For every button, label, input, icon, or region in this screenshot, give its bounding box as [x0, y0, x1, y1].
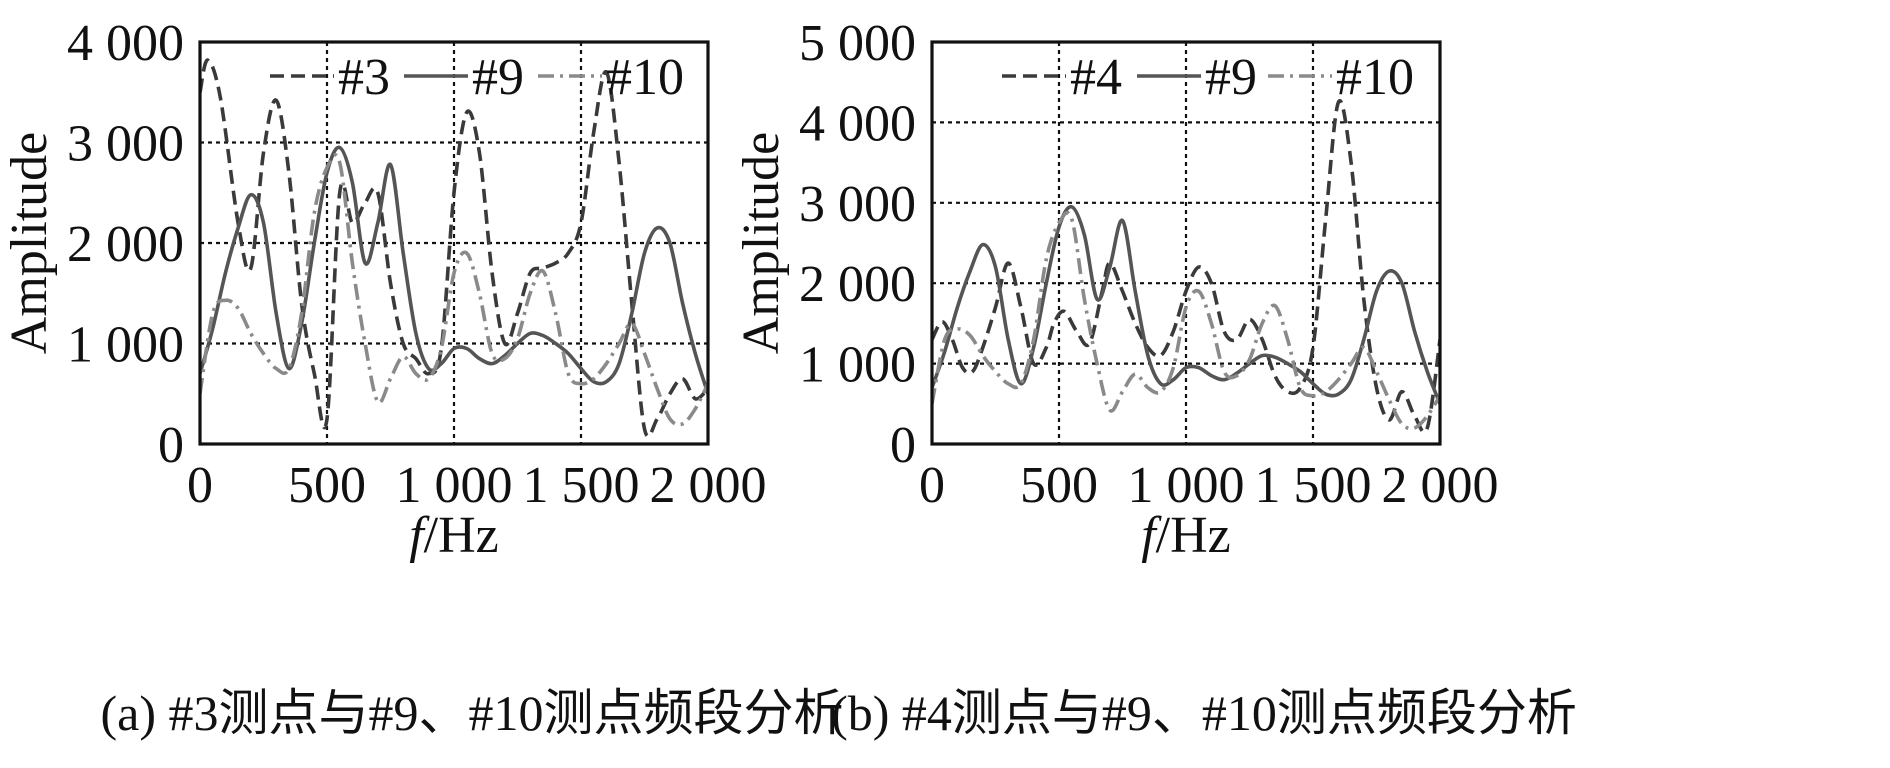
series-line-3 — [200, 58, 708, 439]
x-axis-label-unit: /Hz — [424, 507, 499, 564]
legend: #3 #9 #10 — [270, 49, 684, 106]
y-tick-label: 4 000 — [67, 15, 184, 72]
x-tick-label: 1 000 — [396, 457, 513, 514]
legend-label-10: #10 — [606, 49, 684, 106]
y-tick-label: 2 000 — [67, 216, 184, 273]
legend-label-9: #9 — [472, 49, 524, 106]
y-tick-label: 3 000 — [67, 116, 184, 173]
y-tick-label: 2 000 — [799, 256, 916, 313]
series-line-10 — [200, 153, 708, 427]
series-line-9 — [932, 204, 1440, 405]
gridlines — [200, 42, 708, 444]
y-axis-label: Amplitude — [1, 132, 58, 354]
y-tick-label: 1 000 — [799, 337, 916, 394]
legend-label-10: #10 — [1336, 49, 1414, 106]
series-line-9 — [200, 145, 708, 395]
y-tick-label: 0 — [890, 417, 916, 474]
y-axis-label: Amplitude — [733, 132, 790, 354]
figure-caption: (a) #3测点与#9、#10测点频段分析 — [101, 685, 844, 741]
x-tick-label: 500 — [288, 457, 366, 514]
legend-label-3: #3 — [338, 49, 390, 106]
y-tick-label: 5 000 — [799, 15, 916, 72]
plot-frame — [198, 40, 710, 446]
x-axis-label-unit: /Hz — [1156, 507, 1231, 564]
y-tick-label: 0 — [158, 417, 184, 474]
legend: #4 #9 #10 — [1002, 49, 1414, 106]
x-tick-label: 0 — [919, 457, 945, 514]
figure-caption: (b) #4测点与#9、#10测点频段分析 — [831, 685, 1577, 741]
series-group — [932, 99, 1440, 435]
gridlines — [932, 42, 1440, 444]
x-tick-label: 1 500 — [1255, 457, 1372, 514]
legend-label-4: #4 — [1070, 49, 1122, 106]
x-tick-label: 1 500 — [523, 457, 640, 514]
x-tick-label: 2 000 — [1382, 457, 1499, 514]
x-axis-label: f/Hz — [1141, 507, 1231, 564]
x-tick-label: 0 — [187, 457, 213, 514]
x-tick-label: 500 — [1020, 457, 1098, 514]
x-axis-label: f/Hz — [409, 507, 499, 564]
y-tick-label: 1 000 — [67, 317, 184, 374]
x-tick-label: 2 000 — [650, 457, 767, 514]
y-tick-label: 4 000 — [799, 95, 916, 152]
legend-label-9: #9 — [1205, 49, 1257, 106]
x-tick-label: 1 000 — [1128, 457, 1245, 514]
series-line-10 — [932, 210, 1440, 431]
plot-frame — [930, 40, 1442, 446]
y-tick-label: 3 000 — [799, 176, 916, 233]
series-group — [200, 58, 708, 439]
